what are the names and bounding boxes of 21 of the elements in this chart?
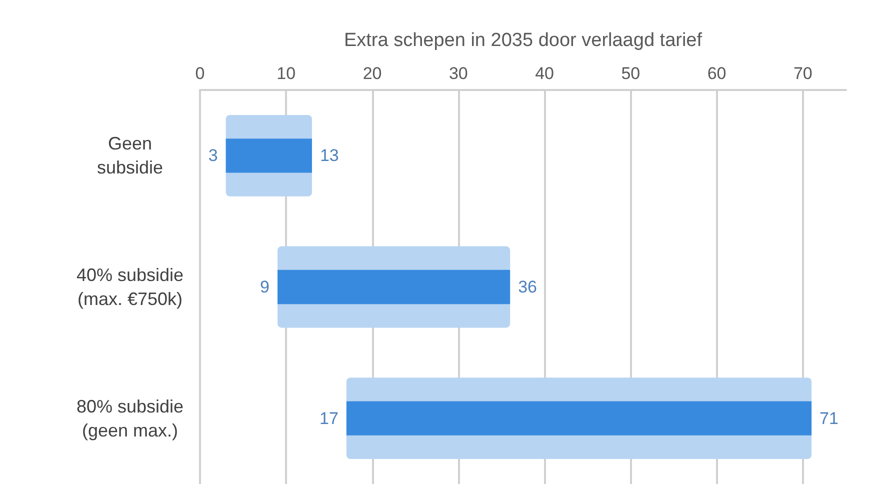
annotation: 36 xyxy=(518,278,537,296)
x-tick-label: 20 xyxy=(362,64,382,83)
x-tick-label: 60 xyxy=(707,64,726,83)
annotation: 9 xyxy=(260,278,270,296)
bar xyxy=(346,401,812,436)
y-tick-label: 80% subsidie (geen max.) xyxy=(76,396,184,440)
x-tick-label: 40 xyxy=(535,64,554,83)
x-axis-title: Extra schepen in 2035 door verlaagd tarief xyxy=(344,30,703,51)
bar xyxy=(226,138,312,173)
x-tick-label: 0 xyxy=(195,64,205,83)
x-tick-label: 70 xyxy=(793,64,812,83)
y-tick-label: Geen subsidie xyxy=(96,134,164,178)
annotation: 17 xyxy=(320,408,338,428)
bar xyxy=(278,270,510,304)
annotation: 13 xyxy=(320,146,339,166)
x-tick-label: 50 xyxy=(621,64,640,83)
x-tick-label: 10 xyxy=(276,64,296,83)
x-tick-label: 30 xyxy=(448,64,468,83)
annotation: 71 xyxy=(820,408,838,428)
annotation: 3 xyxy=(208,146,218,166)
y-tick-label: 40% subsidie (max. €750k) xyxy=(76,265,184,309)
